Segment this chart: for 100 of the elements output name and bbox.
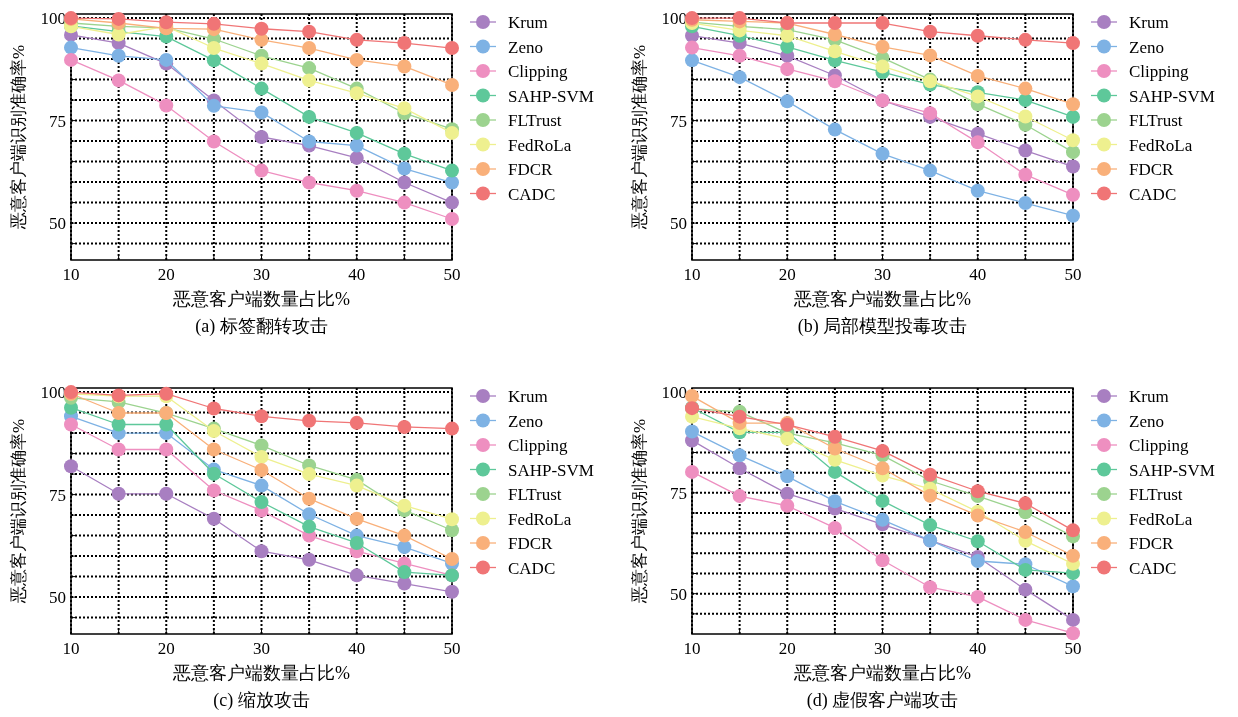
point	[302, 134, 317, 149]
point	[349, 568, 364, 583]
point	[1018, 562, 1033, 577]
point	[159, 486, 174, 501]
point	[1066, 626, 1080, 641]
legend-label: Clipping	[1129, 436, 1190, 455]
point	[397, 195, 412, 210]
point	[875, 39, 890, 54]
x-tick-label: 10	[62, 639, 80, 658]
point	[397, 36, 412, 51]
point	[875, 493, 890, 508]
x-tick-label: 30	[253, 639, 270, 658]
text: (d) 虚假客户端攻击	[806, 690, 959, 711]
x-axis-title: 恶意客户端数量占比%	[793, 663, 971, 683]
point	[970, 534, 985, 549]
legend-label: CADC	[508, 184, 556, 204]
point	[206, 53, 221, 68]
point	[302, 61, 317, 76]
x-tick-label: 40	[969, 265, 987, 284]
point	[1018, 143, 1033, 158]
point	[254, 409, 269, 424]
point	[397, 146, 412, 161]
point	[254, 81, 269, 96]
point	[732, 48, 747, 63]
point	[1066, 159, 1080, 174]
point	[827, 122, 842, 137]
point	[445, 421, 459, 436]
point	[780, 498, 795, 513]
point	[445, 175, 459, 190]
point	[254, 130, 269, 144]
y-axis-title: 恶意客户端识别准确率%	[630, 418, 649, 605]
y-tick-label: 75	[670, 483, 687, 503]
point	[206, 401, 221, 416]
point	[875, 461, 890, 476]
point	[970, 554, 985, 569]
point	[970, 68, 985, 83]
point	[254, 449, 269, 464]
legend-label: FDCR	[508, 160, 554, 179]
point	[111, 48, 126, 63]
point	[1018, 196, 1033, 211]
legend-label: SAHP-SVM	[508, 86, 594, 106]
point	[349, 511, 364, 526]
x-axis-title: 恶意客户端数量占比%	[172, 663, 350, 683]
legend-label: Zeno	[1129, 37, 1164, 57]
point	[970, 183, 985, 198]
point	[349, 478, 364, 493]
point	[1018, 496, 1033, 511]
legend-label: CADC	[1129, 558, 1177, 578]
point	[1066, 145, 1080, 160]
point	[685, 464, 699, 479]
point	[1018, 524, 1033, 539]
point	[685, 424, 699, 439]
x-tick-label: 50	[1064, 639, 1082, 658]
point	[302, 413, 317, 428]
point	[732, 409, 747, 424]
point	[732, 448, 747, 463]
point	[445, 163, 459, 178]
x-axis-title: 恶意客户端数量占比%	[793, 289, 971, 309]
legend-label: Krum	[508, 13, 548, 32]
x-tick-label: 30	[253, 265, 270, 284]
point	[1018, 167, 1033, 182]
point	[970, 28, 985, 43]
x-tick-label: 10	[683, 265, 701, 284]
point	[302, 552, 317, 567]
legend-label: FedRoLa	[508, 135, 572, 155]
point	[254, 478, 269, 493]
point	[302, 109, 317, 124]
point	[159, 442, 174, 457]
point	[970, 135, 985, 150]
legend-label: Krum	[508, 387, 548, 406]
x-tick-label: 40	[348, 639, 366, 658]
x-tick-label: 20	[157, 639, 175, 658]
x-axis-title: 恶意客户端数量占比%	[172, 289, 350, 309]
y-axis-title: 恶意客户端识别准确率%	[9, 44, 28, 231]
point	[780, 431, 795, 446]
legend-label: FLTrust	[1129, 111, 1183, 130]
y-tick-label: 100	[40, 9, 66, 29]
legend-label: CADC	[1129, 184, 1177, 204]
point	[1066, 187, 1080, 202]
point	[302, 491, 317, 506]
point	[780, 39, 795, 54]
point	[1018, 93, 1033, 108]
point	[111, 11, 126, 26]
point	[1066, 612, 1080, 627]
point	[923, 48, 938, 63]
point	[1066, 548, 1080, 563]
y-axis-title: 恶意客户端识别准确率%	[630, 44, 649, 231]
text: (a) 标签翻转攻击	[195, 316, 328, 337]
legend-label: FDCR	[508, 534, 554, 553]
point	[254, 163, 269, 178]
point	[302, 467, 317, 482]
x-tick-label: 50	[443, 265, 461, 284]
text: (c) 缩放攻击	[213, 690, 310, 711]
point	[349, 32, 364, 47]
point	[445, 41, 459, 56]
point	[970, 484, 985, 499]
point	[349, 415, 364, 430]
legend-label: Zeno	[508, 37, 543, 57]
point	[254, 21, 269, 36]
legend-label: CADC	[508, 558, 556, 578]
